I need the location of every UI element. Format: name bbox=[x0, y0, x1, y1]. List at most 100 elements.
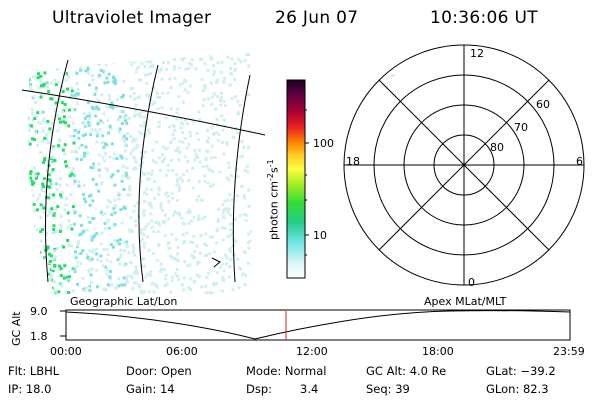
uv-pixel bbox=[214, 107, 218, 111]
uv-pixel bbox=[29, 124, 33, 128]
uv-pixel bbox=[243, 196, 247, 200]
uv-pixel bbox=[117, 130, 121, 134]
uv-pixel bbox=[176, 107, 180, 111]
uv-pixel bbox=[51, 267, 55, 270]
uv-pixel bbox=[91, 199, 95, 203]
uv-pixel bbox=[169, 54, 173, 58]
uv-pixel bbox=[231, 288, 235, 292]
uv-pixel bbox=[76, 282, 80, 286]
uv-pixel bbox=[126, 132, 129, 135]
uv-pixel bbox=[59, 224, 63, 228]
uv-pixel bbox=[42, 270, 45, 274]
uv-pixel bbox=[131, 140, 135, 143]
uv-pixel bbox=[125, 240, 129, 244]
uv-pixel bbox=[220, 226, 224, 230]
uv-pixel bbox=[176, 246, 180, 250]
uv-pixel bbox=[63, 143, 67, 147]
uv-pixel bbox=[47, 252, 51, 256]
uv-pixel bbox=[24, 211, 27, 214]
uv-pixel bbox=[226, 161, 230, 165]
uv-pixel bbox=[140, 291, 144, 294]
uv-pixel bbox=[172, 257, 176, 260]
uv-pixel bbox=[128, 59, 132, 63]
uv-pixel bbox=[161, 209, 165, 212]
seq-info: Seq: 39 bbox=[366, 382, 410, 396]
uv-pixel bbox=[220, 289, 224, 293]
uv-pixel bbox=[213, 250, 217, 254]
uv-pixel bbox=[116, 258, 120, 262]
uv-pixel bbox=[236, 112, 240, 116]
uv-pixel bbox=[159, 202, 163, 206]
uv-pixel bbox=[225, 176, 229, 180]
uv-pixel bbox=[44, 189, 48, 193]
uv-pixel bbox=[155, 258, 159, 262]
uv-pixel bbox=[109, 260, 113, 264]
uv-pixel bbox=[195, 198, 199, 202]
uv-pixel bbox=[140, 231, 144, 235]
uv-pixel bbox=[198, 118, 202, 122]
uv-pixel bbox=[134, 138, 138, 142]
uv-pixel bbox=[121, 164, 125, 168]
uv-pixel bbox=[60, 243, 64, 247]
uv-pixel bbox=[33, 256, 37, 260]
uv-pixel bbox=[59, 193, 62, 197]
uv-pixel bbox=[84, 62, 88, 66]
uv-pixel bbox=[45, 81, 49, 85]
uv-pixel bbox=[119, 110, 123, 113]
uv-pixel bbox=[140, 61, 144, 65]
uv-pixel bbox=[100, 53, 103, 57]
uv-pixel bbox=[207, 271, 211, 275]
uv-pixel bbox=[41, 129, 45, 133]
uv-pixel bbox=[27, 107, 29, 111]
filter-info: Flt: LBHL bbox=[8, 364, 60, 378]
uv-pixel bbox=[91, 235, 95, 239]
uv-pixel bbox=[170, 279, 174, 282]
uv-pixel bbox=[23, 177, 26, 180]
uv-pixel bbox=[107, 131, 110, 135]
meridian-line-1 bbox=[45, 59, 69, 283]
uv-pixel bbox=[145, 272, 149, 276]
uv-pixel bbox=[221, 203, 225, 207]
uv-pixel bbox=[58, 282, 62, 286]
uv-pixel bbox=[156, 230, 160, 234]
uv-pixel bbox=[201, 104, 205, 108]
colorbar bbox=[286, 79, 306, 279]
uv-pixel bbox=[106, 199, 110, 203]
uv-pixel bbox=[30, 179, 34, 183]
uv-pixel bbox=[141, 237, 144, 241]
uv-pixel bbox=[178, 66, 182, 70]
uv-pixel bbox=[192, 234, 196, 238]
uv-pixel bbox=[139, 239, 143, 243]
uv-pixel bbox=[138, 130, 142, 134]
uv-pixel bbox=[107, 97, 111, 101]
uv-pixel bbox=[133, 253, 136, 257]
uv-pixel bbox=[23, 264, 26, 267]
uv-pixel bbox=[82, 58, 86, 62]
uv-pixel bbox=[43, 256, 46, 260]
uv-pixel bbox=[212, 92, 216, 96]
uv-pixel bbox=[36, 76, 40, 80]
uv-pixel bbox=[28, 203, 32, 207]
uv-pixel bbox=[53, 249, 57, 253]
uv-pixel bbox=[224, 104, 228, 108]
uv-pixel bbox=[47, 196, 51, 200]
uv-pixel bbox=[120, 283, 124, 287]
uv-pixel bbox=[221, 238, 225, 242]
uv-pixel bbox=[150, 205, 154, 209]
uv-pixel bbox=[216, 78, 220, 82]
uv-pixel bbox=[209, 291, 213, 295]
uv-pixel bbox=[233, 78, 237, 81]
uv-pixel bbox=[226, 207, 229, 210]
uv-pixel bbox=[39, 95, 43, 99]
uv-pixel bbox=[23, 176, 26, 179]
uv-pixel bbox=[23, 273, 26, 276]
uv-pixel bbox=[45, 52, 48, 56]
uv-pixel bbox=[24, 109, 27, 112]
uv-pixel bbox=[53, 159, 57, 162]
uv-pixel bbox=[155, 96, 159, 100]
uv-pixel bbox=[150, 169, 154, 173]
uv-pixel bbox=[53, 78, 57, 82]
uv-pixel bbox=[87, 100, 90, 104]
uv-pixel bbox=[45, 247, 49, 251]
uv-pixel bbox=[98, 153, 102, 157]
